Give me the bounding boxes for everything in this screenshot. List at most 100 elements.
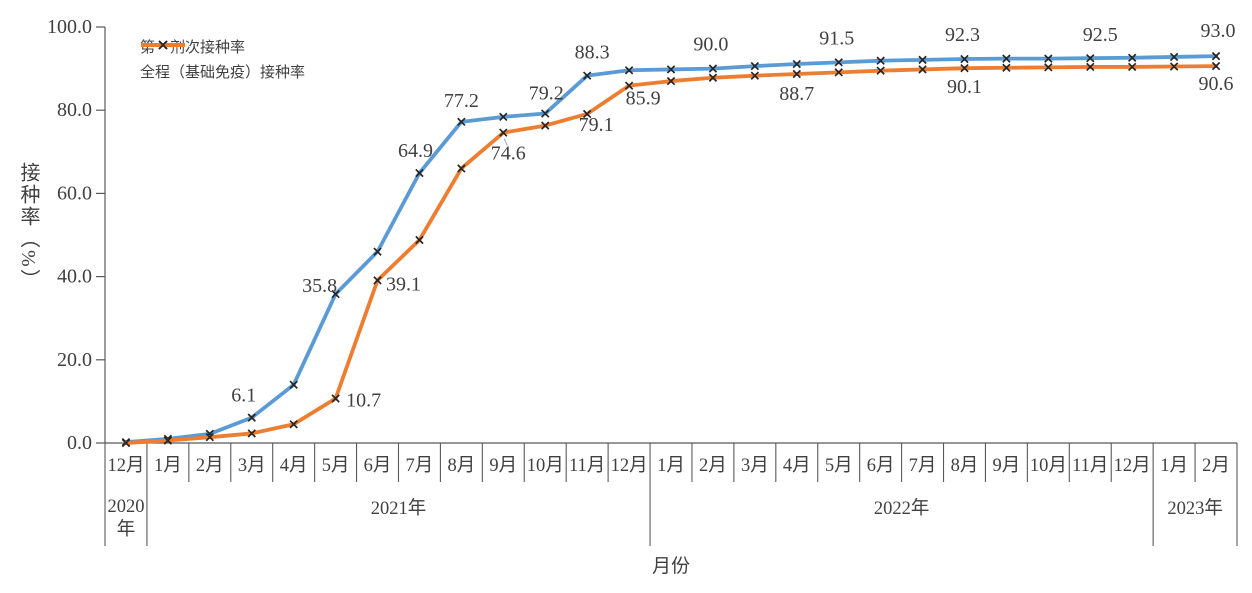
x-tick-label: 12月 [107, 456, 144, 476]
data-point-x-marker [918, 55, 927, 65]
data-label: 10.7 [346, 389, 381, 411]
data-point-x-marker [1127, 53, 1137, 62]
data-point-x-marker [331, 394, 340, 403]
y-tick-label: 60.0 [57, 182, 92, 204]
year-label: 2020 [107, 497, 144, 517]
data-label: 92.5 [1083, 24, 1118, 46]
data-label: 74.6 [491, 143, 526, 165]
data-point-x-marker [457, 117, 466, 127]
x-tick-label: 5月 [825, 456, 853, 476]
data-point-x-marker [960, 54, 969, 64]
x-tick-label: 7月 [406, 456, 434, 476]
x-tick-label: 12月 [611, 456, 648, 476]
data-label: 90.1 [947, 76, 982, 98]
data-label: 77.2 [444, 90, 479, 112]
x-tick-label: 1月 [657, 456, 685, 476]
legend-line-x-marker-icon [141, 40, 185, 50]
data-point-x-marker [1086, 62, 1095, 72]
x-tick-label: 9月 [489, 456, 517, 476]
data-label: 79.1 [579, 114, 614, 136]
data-point-x-marker [289, 380, 298, 389]
data-point-x-marker [1044, 54, 1053, 63]
x-tick-label: 2月 [196, 456, 224, 476]
data-point-x-marker [1169, 62, 1179, 71]
data-label: 35.8 [302, 275, 337, 297]
legend: 第一剂次接种率 全程（基础免疫）接种率 [140, 39, 305, 82]
x-tick-label: 3月 [741, 456, 769, 476]
data-point-x-marker [247, 413, 256, 422]
y-tick-label: 40.0 [57, 266, 92, 288]
data-point-x-marker [1169, 52, 1179, 62]
x-tick-label: 4月 [783, 456, 811, 476]
y-tick-label: 100.0 [47, 16, 92, 38]
data-label: 6.1 [231, 385, 256, 407]
data-label: 91.5 [819, 27, 854, 49]
x-tick-label: 2月 [699, 456, 727, 476]
data-label: 93.0 [1201, 20, 1236, 42]
y-axis-title: 接种率（%） [17, 162, 39, 291]
x-tick-label: 4月 [280, 456, 308, 476]
data-point-x-marker [624, 66, 634, 75]
x-tick-label: 5月 [322, 456, 350, 476]
x-tick-label: 8月 [447, 456, 475, 476]
data-label: 64.9 [398, 140, 433, 162]
data-label: 90.0 [693, 34, 728, 56]
x-tick-label: 7月 [909, 456, 937, 476]
year-label: 2023年 [1167, 498, 1223, 519]
x-tick-label: 8月 [951, 456, 979, 476]
data-point-x-marker [1127, 62, 1137, 72]
x-tick-label: 2月 [1202, 456, 1230, 476]
data-point-x-marker [792, 69, 801, 79]
y-tick-label: 0.0 [67, 432, 92, 454]
data-point-x-marker [666, 65, 676, 74]
data-point-x-marker [499, 128, 508, 137]
data-point-x-marker [624, 81, 634, 90]
y-tick-label: 20.0 [57, 349, 92, 371]
x-tick-label: 9月 [993, 456, 1021, 476]
x-axis-title: 月份 [651, 556, 690, 577]
data-point-x-marker [708, 64, 718, 73]
legend-label-full-course: 全程（基础免疫）接种率 [140, 65, 306, 81]
data-label: 88.3 [575, 42, 610, 64]
data-point-x-marker [918, 65, 927, 74]
data-point-x-marker [1211, 51, 1221, 61]
data-point-x-marker [960, 63, 969, 73]
data-point-x-marker [415, 168, 424, 178]
y-tick-label: 80.0 [57, 99, 92, 121]
data-point-x-marker [205, 432, 215, 442]
x-tick-label: 11月 [1072, 456, 1108, 476]
x-tick-label: 12月 [1114, 456, 1151, 476]
data-point-x-marker [834, 68, 843, 77]
data-point-x-marker [121, 438, 131, 448]
data-point-x-marker [582, 71, 592, 80]
data-point-x-marker [708, 73, 718, 82]
data-label: 85.9 [626, 88, 661, 110]
data-point-x-marker [666, 76, 676, 86]
x-tick-label: 6月 [364, 456, 392, 476]
data-point-x-marker [499, 112, 508, 122]
data-point-x-marker [163, 436, 173, 445]
year-label: 2021年 [371, 498, 427, 519]
series-line-0 [124, 54, 1218, 445]
data-point-x-marker [750, 61, 760, 71]
x-tick-label: 10月 [1030, 456, 1067, 476]
data-point-x-marker [1211, 61, 1221, 71]
data-point-x-marker [457, 164, 466, 173]
data-label-leader-line [503, 138, 508, 146]
x-tick-label: 3月 [238, 456, 266, 476]
data-point-x-marker [834, 58, 843, 67]
data-point-x-marker [582, 109, 592, 119]
data-label: 90.6 [1199, 73, 1234, 95]
data-point-x-marker [373, 276, 382, 285]
data-point-x-marker [1044, 63, 1053, 72]
data-point-x-marker [373, 247, 382, 256]
data-point-x-marker [1002, 63, 1011, 72]
data-point-x-marker [750, 71, 760, 80]
data-point-x-marker [876, 56, 885, 65]
x-tick-label: 11月 [569, 456, 605, 476]
data-point-x-marker [1002, 54, 1011, 63]
x-tick-label: 10月 [527, 456, 564, 476]
data-point-x-marker [876, 66, 885, 75]
